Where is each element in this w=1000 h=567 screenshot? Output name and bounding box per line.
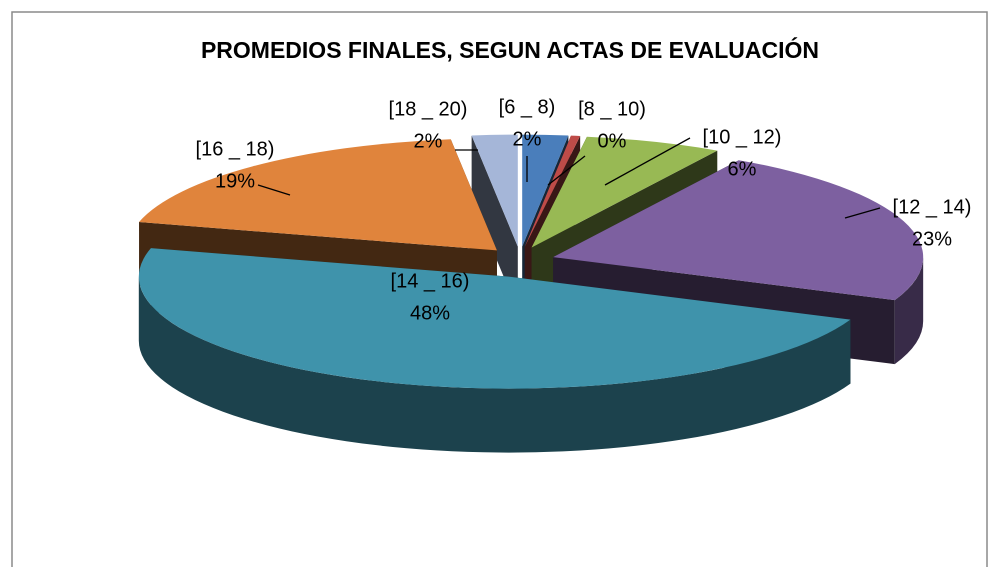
data-label-category: [10 _ 12): [703, 126, 782, 148]
leader-line: [257, 184, 291, 196]
leader-line: [844, 207, 881, 219]
slice-top: [531, 136, 718, 248]
slice-top: [139, 139, 497, 251]
data-label-value: 2%: [414, 130, 443, 152]
data-label-category: [14 _ 16): [391, 270, 470, 292]
slice-top: [553, 160, 924, 301]
slice-top: [524, 135, 581, 247]
slice-side: [138, 276, 851, 453]
data-label-value: 23%: [912, 228, 952, 250]
slice-side: [894, 257, 924, 365]
data-label-category: [8 _ 10): [578, 98, 646, 120]
slice-top: [522, 134, 569, 247]
data-label-category: [12 _ 14): [893, 196, 972, 218]
data-label-value: 0%: [598, 130, 627, 152]
slice: [138, 248, 851, 453]
slice-wall: [471, 135, 518, 311]
chart-title: PROMEDIOS FINALES, SEGUN ACTAS DE EVALUA…: [201, 36, 819, 63]
data-label-category: [6 _ 8): [499, 96, 556, 118]
data-label-value: 6%: [728, 158, 757, 180]
data-label-category: [16 _ 18): [196, 138, 275, 160]
data-label-value: 48%: [410, 302, 450, 324]
slice-top: [138, 248, 851, 389]
leader-line: [547, 155, 586, 186]
slice: [471, 134, 518, 311]
data-label-value: 2%: [513, 128, 542, 150]
slice-top: [471, 134, 518, 247]
data-label-category: [18 _ 20): [389, 98, 468, 120]
data-label-value: 19%: [215, 170, 255, 192]
leader-line: [604, 137, 691, 186]
